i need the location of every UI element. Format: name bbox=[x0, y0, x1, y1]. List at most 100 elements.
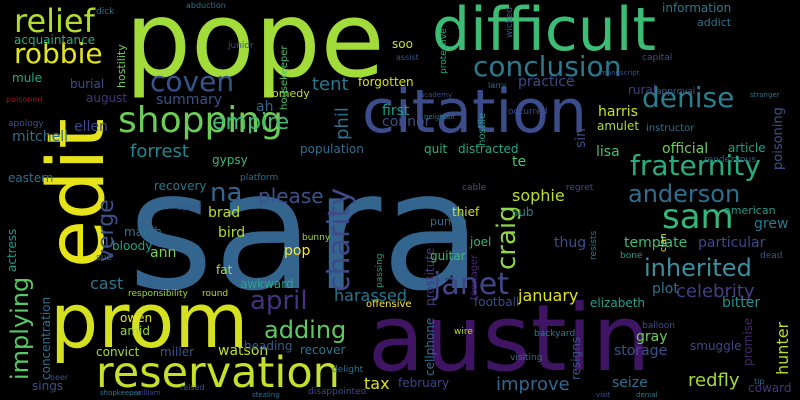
word: stranger bbox=[750, 91, 780, 99]
word: first bbox=[382, 103, 410, 119]
word: improve bbox=[496, 374, 570, 395]
word: te bbox=[512, 154, 527, 170]
word: distracted bbox=[458, 142, 519, 156]
word: particular bbox=[698, 235, 766, 251]
word: empire bbox=[212, 110, 290, 135]
word: responsibility bbox=[128, 289, 188, 299]
word: gypsy bbox=[212, 153, 248, 167]
word: bird bbox=[218, 225, 246, 241]
word: implying bbox=[6, 276, 34, 380]
word: disappointed bbox=[308, 387, 367, 397]
word: sin bbox=[573, 127, 589, 148]
word: pop bbox=[284, 243, 311, 259]
word: offensive bbox=[366, 299, 412, 310]
word: instructor bbox=[646, 123, 695, 134]
word: august bbox=[86, 91, 128, 105]
word: concentration bbox=[39, 296, 53, 380]
word: awkward bbox=[240, 277, 294, 291]
word: housekeeper bbox=[279, 45, 290, 110]
word: promise bbox=[741, 317, 755, 366]
word: punish bbox=[430, 215, 467, 228]
word: cellphone bbox=[423, 317, 437, 376]
word: beer bbox=[50, 373, 69, 382]
word: january bbox=[518, 286, 579, 305]
word: dick bbox=[96, 7, 115, 17]
word: denise bbox=[642, 81, 735, 114]
word: addict bbox=[697, 16, 732, 29]
word: summary bbox=[156, 92, 223, 108]
word: practice bbox=[518, 74, 575, 90]
word: apology bbox=[8, 119, 44, 129]
word: reservation bbox=[96, 348, 340, 398]
word: owen bbox=[120, 311, 153, 325]
word: population bbox=[300, 142, 364, 156]
word: sara bbox=[128, 136, 482, 327]
word: visit bbox=[596, 391, 611, 399]
word: february bbox=[398, 376, 450, 390]
word: bloody bbox=[112, 239, 153, 253]
word: grew bbox=[754, 216, 789, 232]
word: mitchell bbox=[12, 129, 68, 145]
word: thug bbox=[554, 235, 587, 251]
word: delight bbox=[332, 365, 364, 375]
word: plot bbox=[652, 281, 679, 297]
word: mule bbox=[12, 71, 43, 85]
word: balloon bbox=[642, 321, 675, 331]
word: sophie bbox=[512, 186, 565, 205]
word: amid bbox=[120, 324, 150, 338]
word: tip bbox=[754, 377, 765, 386]
word: academy bbox=[420, 91, 453, 99]
word: forrest bbox=[130, 141, 189, 162]
word: pope bbox=[125, 0, 385, 101]
word: visiting bbox=[510, 353, 543, 363]
word: neighbor bbox=[424, 113, 456, 121]
word: ah bbox=[256, 99, 274, 115]
word: please bbox=[258, 184, 324, 208]
word: article bbox=[728, 141, 766, 155]
word: shopkeeper bbox=[100, 389, 141, 397]
word: bunny bbox=[302, 233, 331, 243]
word: citation bbox=[362, 77, 587, 147]
word: redfly bbox=[688, 370, 740, 391]
word: actress bbox=[5, 228, 19, 272]
word: comedy bbox=[266, 87, 310, 100]
word: backyard bbox=[534, 329, 576, 339]
word: platform bbox=[240, 173, 279, 183]
word: sings bbox=[32, 379, 64, 393]
word: forgotten bbox=[358, 75, 414, 89]
word: teenager bbox=[469, 254, 480, 300]
word: tent bbox=[312, 74, 349, 95]
word: gray bbox=[636, 329, 668, 345]
word: wire bbox=[454, 327, 473, 337]
word: burial bbox=[70, 77, 105, 91]
word: poisoning bbox=[771, 107, 786, 170]
word: quit bbox=[424, 142, 448, 156]
word: occurred bbox=[508, 107, 548, 117]
word: hostile bbox=[477, 112, 488, 146]
word: na bbox=[210, 178, 243, 208]
word: sam bbox=[662, 197, 734, 237]
word: capital bbox=[642, 53, 673, 63]
word: raised bbox=[180, 383, 205, 392]
word: stealing bbox=[252, 391, 280, 399]
word: rural bbox=[628, 83, 657, 97]
word: manuscript bbox=[600, 69, 640, 77]
word: larry bbox=[488, 81, 507, 90]
word: template bbox=[624, 235, 688, 251]
word: poisoned bbox=[6, 95, 43, 104]
word: sue bbox=[96, 253, 112, 263]
word: joel bbox=[470, 235, 492, 249]
word: sub bbox=[512, 205, 534, 219]
word: protective bbox=[439, 28, 449, 74]
word: convict bbox=[96, 345, 140, 359]
word: information bbox=[662, 1, 732, 15]
word: william bbox=[136, 389, 161, 397]
word: dead bbox=[760, 251, 783, 261]
word: inherited bbox=[644, 254, 752, 282]
word: coward bbox=[748, 381, 792, 395]
word: eastern bbox=[8, 171, 54, 185]
word: sport bbox=[178, 203, 202, 213]
word: guitar bbox=[430, 249, 466, 263]
word: relief bbox=[14, 2, 95, 40]
